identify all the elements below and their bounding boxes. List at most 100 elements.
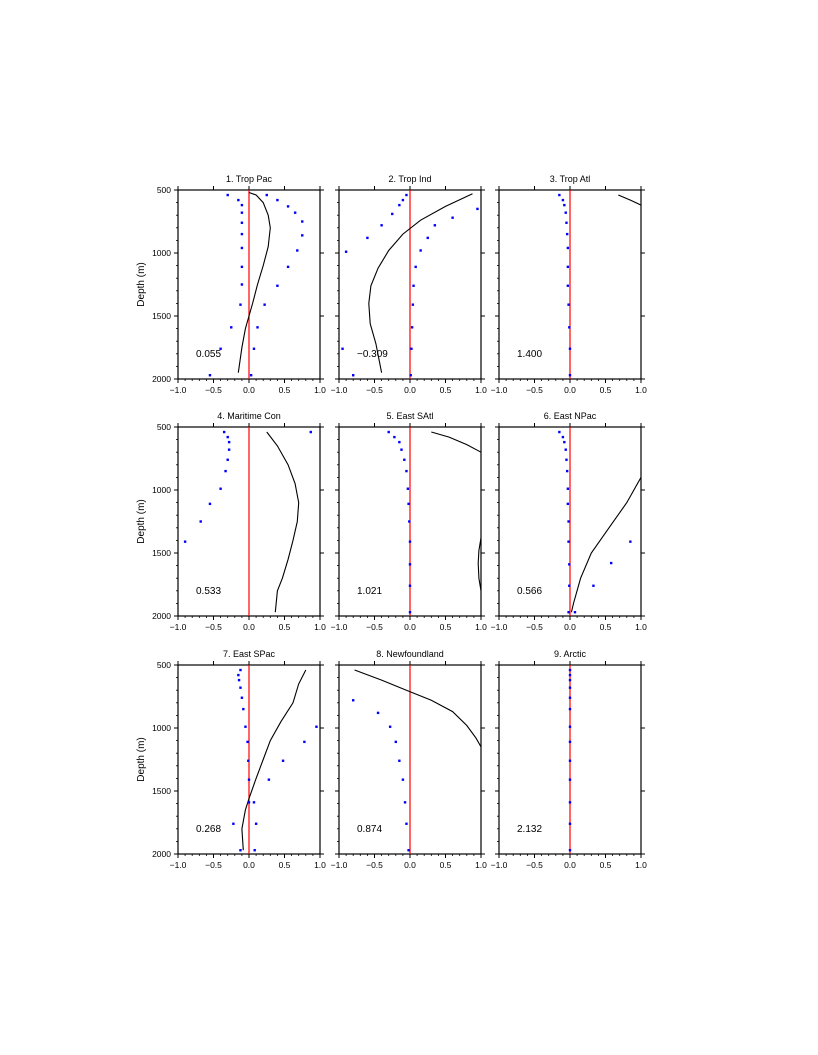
panel-title: 9. Arctic: [554, 649, 587, 659]
data-point: [568, 584, 571, 587]
x-tick-label: −1.0: [491, 622, 508, 632]
panel-title: 4. Maritime Con: [217, 411, 281, 421]
x-tick-label: −1.0: [170, 622, 187, 632]
x-tick-label: 0.5: [440, 385, 452, 395]
data-point: [230, 326, 233, 329]
data-point: [247, 778, 251, 781]
data-point: [286, 265, 290, 269]
x-tick-label: −0.5: [366, 385, 383, 395]
data-point: [568, 778, 572, 781]
stat-value: 0.055: [196, 349, 221, 360]
data-point: [406, 487, 410, 490]
y-tick-label: 500: [157, 185, 171, 195]
data-point: [296, 249, 299, 252]
x-tick-label: 0.0: [404, 860, 416, 870]
panel-title: 7. East SPac: [223, 649, 276, 659]
data-point: [410, 326, 414, 329]
x-tick-label: −0.5: [526, 385, 543, 395]
data-point: [237, 673, 240, 677]
data-point: [629, 540, 632, 543]
stat-value: 0.533: [196, 586, 221, 597]
data-point: [341, 347, 344, 350]
data-point: [568, 326, 571, 329]
stat-value: 0.268: [196, 824, 221, 835]
data-point: [352, 699, 355, 702]
data-point: [237, 678, 241, 682]
y-tick-label: 500: [157, 660, 171, 670]
x-tick-label: 0.0: [243, 385, 255, 395]
data-point: [412, 284, 415, 287]
data-point: [240, 696, 244, 699]
data-point: [281, 759, 285, 762]
plot-area: [558, 190, 641, 379]
data-point: [240, 283, 244, 286]
profile-line: [368, 193, 473, 373]
y-axis-label: Depth (m): [136, 737, 147, 781]
y-axis-label: Depth (m): [136, 262, 147, 306]
data-point: [240, 232, 244, 236]
data-point: [239, 686, 242, 689]
data-point: [388, 725, 392, 728]
data-point: [433, 224, 437, 227]
data-point: [561, 198, 565, 202]
stat-value: 1.400: [517, 349, 542, 360]
x-tick-label: 0.0: [243, 860, 255, 870]
panel-title: 2. Trop Ind: [388, 174, 431, 184]
data-point: [451, 216, 454, 219]
data-point: [568, 696, 572, 699]
data-point: [558, 193, 561, 197]
stat-value: 1.021: [357, 586, 382, 597]
data-point: [309, 430, 312, 434]
data-point: [568, 563, 571, 566]
profile-line: [266, 431, 300, 613]
x-tick-label: 1.0: [475, 385, 487, 395]
data-point: [568, 725, 572, 728]
data-point: [303, 740, 306, 744]
data-point: [408, 563, 412, 566]
data-point: [249, 374, 253, 377]
data-point: [239, 668, 242, 672]
panel-5: 5. East SAtl −1.0 −0.5 0.0 0.5 1.0 1.021: [331, 411, 488, 632]
plot-area: [568, 665, 572, 854]
x-tick-label: 1.0: [635, 860, 647, 870]
data-point: [239, 303, 242, 306]
data-point: [398, 759, 401, 762]
data-point: [426, 236, 429, 240]
data-point: [403, 801, 407, 804]
data-point: [240, 246, 244, 250]
x-tick-label: 0.0: [404, 622, 416, 632]
data-point: [564, 211, 567, 214]
data-point: [263, 303, 266, 306]
x-tick-label: −1.0: [331, 860, 348, 870]
data-point: [267, 778, 271, 781]
data-point: [568, 668, 572, 672]
x-tick-label: 1.0: [475, 860, 487, 870]
data-point: [286, 205, 290, 208]
x-tick-label: 0.5: [440, 622, 452, 632]
x-tick-label: 0.0: [564, 385, 576, 395]
y-tick-label: 1500: [152, 311, 171, 321]
panel-8: 8. Newfoundland −1.0 −0.5 0.0 0.5 1.0 0.874: [331, 649, 488, 870]
plot-area: [208, 190, 304, 379]
data-point: [240, 211, 244, 214]
data-point: [232, 822, 235, 825]
data-point: [565, 469, 569, 473]
data-point: [252, 801, 256, 804]
data-point: [573, 611, 577, 614]
profile-line: [431, 431, 481, 453]
x-tick-label: −0.5: [205, 385, 222, 395]
stat-value: −0.309: [357, 349, 388, 360]
data-point: [408, 540, 412, 543]
data-point: [276, 284, 279, 287]
panel-title: 1. Trop Pac: [226, 174, 273, 184]
data-point: [568, 374, 572, 377]
data-point: [394, 740, 397, 744]
data-point: [366, 236, 369, 240]
y-tick-label: 1000: [152, 248, 171, 258]
y-tick-label: 2000: [152, 374, 171, 384]
data-point: [239, 849, 242, 852]
data-point: [405, 469, 408, 473]
plot-area: [232, 665, 318, 854]
data-point: [227, 448, 231, 451]
x-tick-label: 0.5: [440, 860, 452, 870]
